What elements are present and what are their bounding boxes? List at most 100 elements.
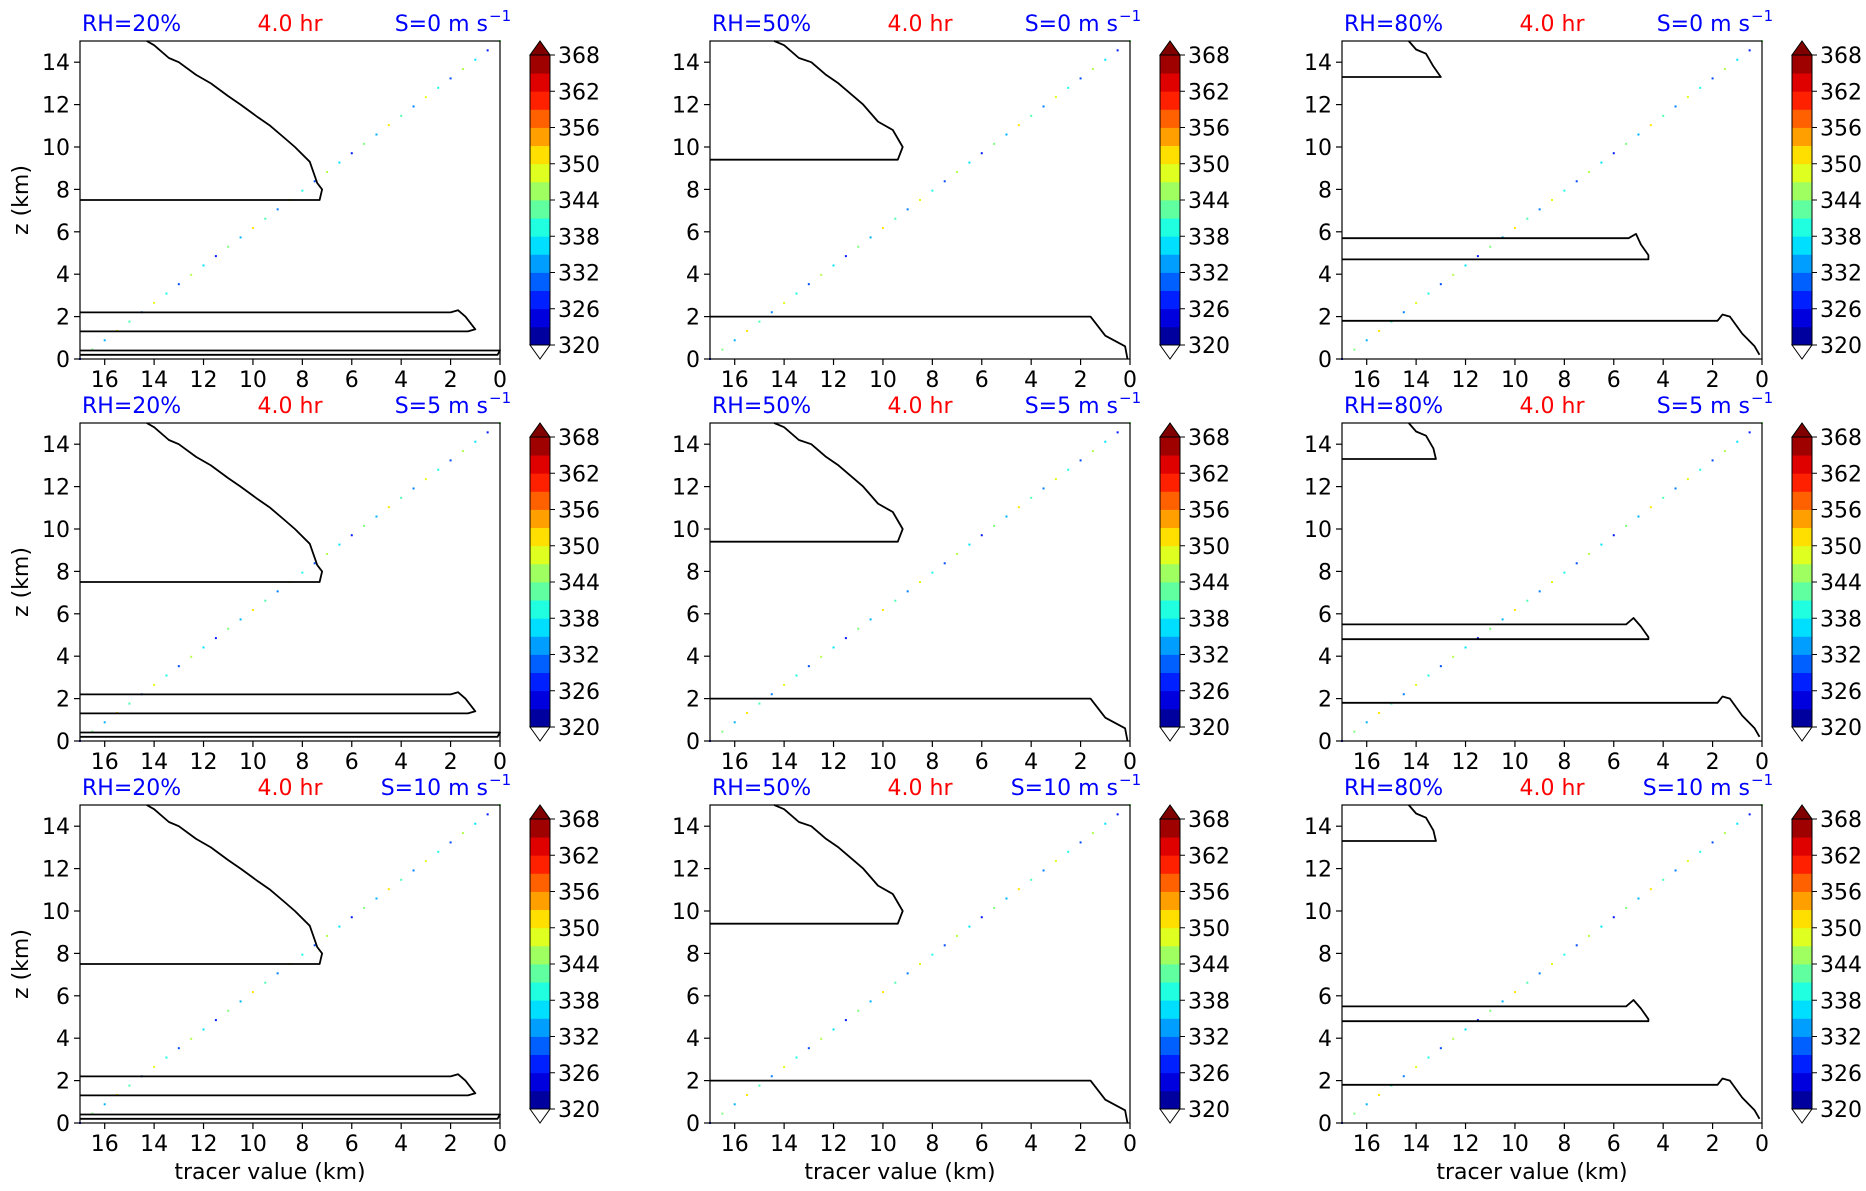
colorbar-band bbox=[530, 582, 550, 601]
colorbar: 368 362 356 350 344 338 332 326 320 bbox=[529, 422, 600, 742]
colorbar-band bbox=[530, 964, 550, 983]
colorbar-extend-min bbox=[529, 1108, 551, 1124]
tracer-dot bbox=[968, 543, 971, 546]
colorbar-tick-label: 362 bbox=[558, 462, 600, 487]
panel-p02: RH=80% 4.0 hr S=0 m s −1 16 14 12 10 8 6 4 2 0 0 2 4 6 8 1… bbox=[1304, 7, 1862, 393]
colorbar-tick-label: 338 bbox=[1820, 225, 1862, 250]
tracer-dots bbox=[1341, 804, 1763, 1124]
tracer-dot bbox=[758, 1084, 761, 1087]
x-tick-label: 16 bbox=[91, 1132, 119, 1157]
tracer-dot bbox=[1464, 264, 1467, 267]
panel-p20: RH=20% 4.0 hr S=10 m s −1 16 14 12 10 8 6 4 2 0 0 2 4 6 8… bbox=[9, 771, 600, 1185]
tracer-dot bbox=[449, 841, 452, 844]
tracer-dot bbox=[1723, 68, 1726, 71]
tracer-dot bbox=[461, 832, 464, 835]
plot-frame bbox=[709, 804, 1131, 1124]
y-tick-label: 10 bbox=[42, 900, 70, 925]
x-tick-label: 14 bbox=[140, 1132, 168, 1157]
colorbar-tick-label: 320 bbox=[1820, 716, 1862, 741]
tracer-dot bbox=[1699, 468, 1702, 471]
colorbar-tick-label: 320 bbox=[558, 334, 600, 359]
tracer-dot bbox=[1711, 77, 1714, 80]
colorbar-band bbox=[1160, 545, 1180, 565]
contour-line bbox=[710, 422, 904, 543]
tracer-dot bbox=[1017, 124, 1020, 127]
colorbar-tick-label: 320 bbox=[1820, 334, 1862, 359]
tracer-dot bbox=[387, 124, 390, 127]
colorbar-tick-label: 356 bbox=[1820, 881, 1862, 906]
colorbar-band bbox=[1160, 819, 1180, 838]
x-tick-label: 0 bbox=[1755, 1132, 1769, 1157]
tracer-dot bbox=[276, 590, 279, 593]
colorbar-tick-label: 326 bbox=[1188, 1062, 1230, 1087]
tracer-dot bbox=[326, 552, 329, 555]
tracer-dot bbox=[832, 264, 835, 267]
tracer-dot bbox=[1353, 730, 1356, 733]
x-tick-label: 6 bbox=[975, 1132, 989, 1157]
tracer-dot bbox=[128, 320, 131, 323]
y-tick-label: 6 bbox=[1318, 221, 1332, 246]
colorbar-tick-label: 332 bbox=[1188, 262, 1230, 287]
tracer-dots bbox=[79, 422, 501, 742]
tracer-dot bbox=[1402, 1075, 1405, 1078]
tracer-dot bbox=[1452, 273, 1455, 276]
tracer-dot bbox=[857, 245, 860, 248]
y-tick-label: 0 bbox=[56, 730, 70, 755]
tracer-dot bbox=[1612, 916, 1615, 919]
x-tick-label: 12 bbox=[820, 1132, 848, 1157]
tracer-dot bbox=[746, 329, 749, 332]
colorbar-extend-max bbox=[529, 40, 551, 56]
tracer-dot bbox=[721, 1112, 724, 1115]
colorbar-tick-label: 368 bbox=[1820, 426, 1862, 451]
tracer-dot bbox=[276, 208, 279, 211]
tracer-dot bbox=[1736, 58, 1739, 61]
panel-p12: RH=80% 4.0 hr S=5 m s −1 16 14 12 10 8 6 4 2 0 0 2 4 6 8 1… bbox=[1304, 389, 1862, 775]
tracer-dot bbox=[1353, 348, 1356, 351]
colorbar-band bbox=[1792, 308, 1812, 328]
colorbar-band bbox=[1160, 909, 1180, 929]
colorbar-tick-label: 332 bbox=[558, 262, 600, 287]
tracer-dot bbox=[956, 934, 959, 937]
y-tick-label: 6 bbox=[1318, 985, 1332, 1010]
colorbar-band bbox=[530, 545, 550, 565]
contour-line bbox=[80, 40, 324, 201]
tracer-dot bbox=[103, 339, 106, 342]
colorbar-tick-label: 344 bbox=[558, 189, 600, 214]
colorbar-band bbox=[1792, 73, 1812, 92]
y-tick-label: 12 bbox=[42, 94, 70, 119]
colorbar-band bbox=[530, 1090, 550, 1110]
tracer-dot bbox=[906, 208, 909, 211]
tracer-dot bbox=[1625, 142, 1628, 145]
colorbar-band bbox=[530, 491, 550, 510]
colorbar-tick-label: 326 bbox=[558, 298, 600, 323]
shear-label: S=5 m s bbox=[395, 394, 488, 419]
colorbar-tick-label: 320 bbox=[1188, 1098, 1230, 1123]
colorbar-band bbox=[1792, 672, 1812, 692]
tracer-dot bbox=[128, 1084, 131, 1087]
y-tick-label: 6 bbox=[686, 221, 700, 246]
x-tick-label: 10 bbox=[869, 750, 897, 775]
tracer-dot bbox=[894, 217, 897, 220]
tracer-dot bbox=[1017, 888, 1020, 891]
colorbar-band bbox=[1160, 437, 1180, 456]
tracer-dot bbox=[313, 944, 316, 947]
contour-line bbox=[1342, 999, 1650, 1023]
plot-frame bbox=[709, 40, 1131, 360]
tracer-dot bbox=[1079, 841, 1082, 844]
colorbar-band bbox=[530, 1072, 550, 1092]
tracer-dot bbox=[190, 273, 193, 276]
colorbar-band bbox=[1792, 909, 1812, 929]
colorbar-band bbox=[1792, 509, 1812, 529]
colorbar-band bbox=[1160, 672, 1180, 692]
colorbar-band bbox=[530, 1054, 550, 1074]
tracer-dot bbox=[474, 822, 477, 825]
tracer-dot bbox=[1563, 571, 1566, 574]
colorbar-band bbox=[1792, 437, 1812, 456]
tracer-dot bbox=[931, 189, 934, 192]
x-tick-label: 10 bbox=[1501, 1132, 1529, 1157]
x-tick-label: 6 bbox=[345, 750, 359, 775]
tracer-dot bbox=[1439, 283, 1442, 286]
x-tick-label: 16 bbox=[91, 368, 119, 393]
colorbar-tick-label: 338 bbox=[1188, 989, 1230, 1014]
